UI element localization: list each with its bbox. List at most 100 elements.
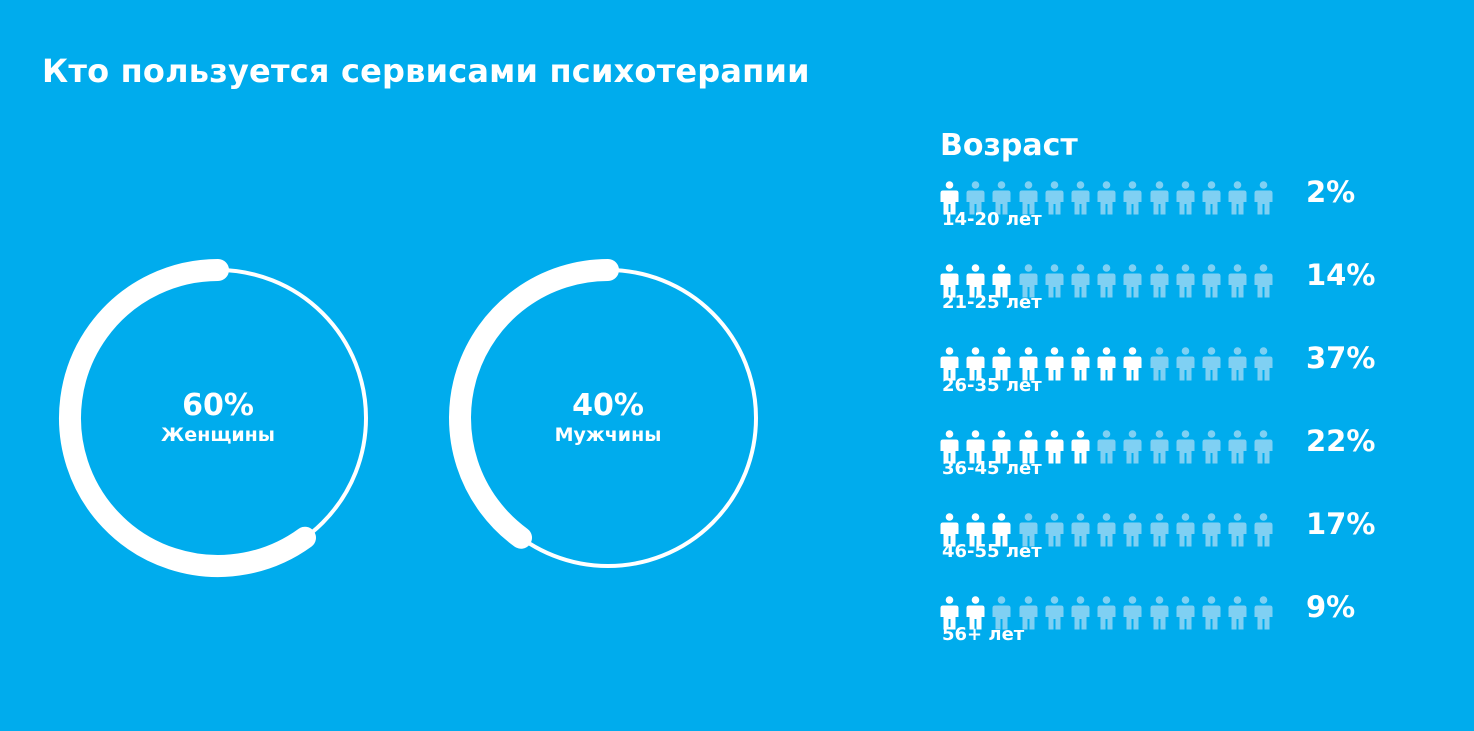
donut-chart-men: 40% Мужчины: [448, 258, 788, 598]
person-icon: [1123, 264, 1142, 298]
person-icon: [1254, 264, 1273, 298]
donut-arc-value: [449, 259, 619, 549]
person-icon: [1176, 347, 1195, 381]
person-icon-row: [940, 513, 1280, 547]
person-icon: [1019, 264, 1038, 298]
age-group-label: 46-55 лет: [942, 541, 1042, 562]
person-icon-active: [940, 430, 959, 464]
person-icon: [1254, 181, 1273, 215]
person-icon: [992, 181, 1011, 215]
person-icon: [1071, 264, 1090, 298]
person-icon: [1202, 264, 1221, 298]
person-icon-active: [1123, 347, 1142, 381]
person-icon: [1019, 596, 1038, 630]
person-icon: [1045, 596, 1064, 630]
person-icon-row: [940, 596, 1280, 630]
person-icon-row: [940, 181, 1280, 215]
person-icon: [1176, 430, 1195, 464]
age-group-label: 14-20 лет: [942, 209, 1042, 230]
person-icon: [1150, 347, 1169, 381]
age-percent: 2%: [1306, 175, 1356, 209]
person-icon: [1254, 596, 1273, 630]
person-icon-row: [940, 430, 1280, 464]
person-icon: [992, 596, 1011, 630]
donut-category: Женщины: [161, 424, 275, 446]
person-icon-active: [940, 596, 959, 630]
person-icon-active: [966, 513, 985, 547]
person-icon: [1202, 596, 1221, 630]
donut-label: 60% Женщины: [58, 258, 378, 578]
age-pictogram-chart: Возраст 2% 14-20 лет 14% 21-25 лет 37% 26-35 …: [940, 128, 1375, 679]
age-percent: 37%: [1306, 341, 1376, 375]
person-icon: [1097, 430, 1116, 464]
person-icon: [1019, 181, 1038, 215]
person-icon: [1150, 181, 1169, 215]
person-icon-active: [992, 430, 1011, 464]
donut-percent: 60%: [182, 388, 254, 423]
age-percent: 9%: [1306, 590, 1356, 624]
person-icon-active: [940, 264, 959, 298]
person-icon-row: [940, 264, 1280, 298]
person-icon: [1045, 513, 1064, 547]
person-icon: [1123, 181, 1142, 215]
donut-chart-women: 60% Женщины: [58, 258, 398, 598]
person-icon-active: [966, 347, 985, 381]
person-icon: [1228, 430, 1247, 464]
person-icon: [1228, 181, 1247, 215]
age-chart-title: Возраст: [940, 128, 1078, 163]
person-icon: [1176, 264, 1195, 298]
person-icon: [1202, 430, 1221, 464]
person-icon: [1176, 513, 1195, 547]
age-row: 22% 36-45 лет: [940, 424, 1375, 513]
person-icon: [1123, 513, 1142, 547]
person-icon: [1254, 347, 1273, 381]
person-icon: [1254, 430, 1273, 464]
person-icon-active: [966, 264, 985, 298]
donut-label: 40% Мужчины: [448, 258, 768, 578]
donut-category: Мужчины: [554, 424, 662, 446]
person-icon-active: [992, 264, 1011, 298]
age-group-label: 56+ лет: [942, 624, 1025, 645]
person-icon: [1176, 596, 1195, 630]
donut-ring-men: [449, 259, 758, 568]
person-icon-active: [1019, 347, 1038, 381]
person-icon: [1045, 264, 1064, 298]
person-icon: [1202, 181, 1221, 215]
person-icon-active: [940, 513, 959, 547]
age-row: 14% 21-25 лет: [940, 258, 1375, 347]
person-icon-active: [1071, 430, 1090, 464]
person-icon: [1123, 430, 1142, 464]
person-icon: [1228, 347, 1247, 381]
age-row: 2% 14-20 лет: [940, 175, 1355, 264]
person-icon: [1202, 513, 1221, 547]
person-icon-active: [966, 596, 985, 630]
person-icon: [1097, 596, 1116, 630]
person-icon: [1228, 596, 1247, 630]
person-icon: [966, 181, 985, 215]
person-icon-active: [1071, 347, 1090, 381]
person-icon-active: [966, 430, 985, 464]
person-icon: [1150, 264, 1169, 298]
person-icon-active: [1097, 347, 1116, 381]
donut-percent: 40%: [572, 388, 644, 423]
person-icon: [1045, 181, 1064, 215]
person-icon: [1202, 347, 1221, 381]
person-icon: [1071, 181, 1090, 215]
person-icon-active: [940, 181, 959, 215]
age-percent: 22%: [1306, 424, 1376, 458]
person-icon: [1097, 513, 1116, 547]
person-icon: [1019, 513, 1038, 547]
donut-ring-women: [59, 259, 368, 577]
person-icon: [1097, 264, 1116, 298]
age-group-label: 36-45 лет: [942, 458, 1042, 479]
person-icon-active: [1019, 430, 1038, 464]
age-rows: 2% 14-20 лет 14% 21-25 лет 37% 26-35 лет 22% 36…: [940, 175, 1375, 679]
person-icon: [1071, 596, 1090, 630]
person-icon: [1123, 596, 1142, 630]
person-icon: [1071, 513, 1090, 547]
person-icon-active: [992, 513, 1011, 547]
age-group-label: 21-25 лет: [942, 292, 1042, 313]
age-percent: 14%: [1306, 258, 1376, 292]
person-icon-active: [992, 347, 1011, 381]
person-icon: [1150, 513, 1169, 547]
